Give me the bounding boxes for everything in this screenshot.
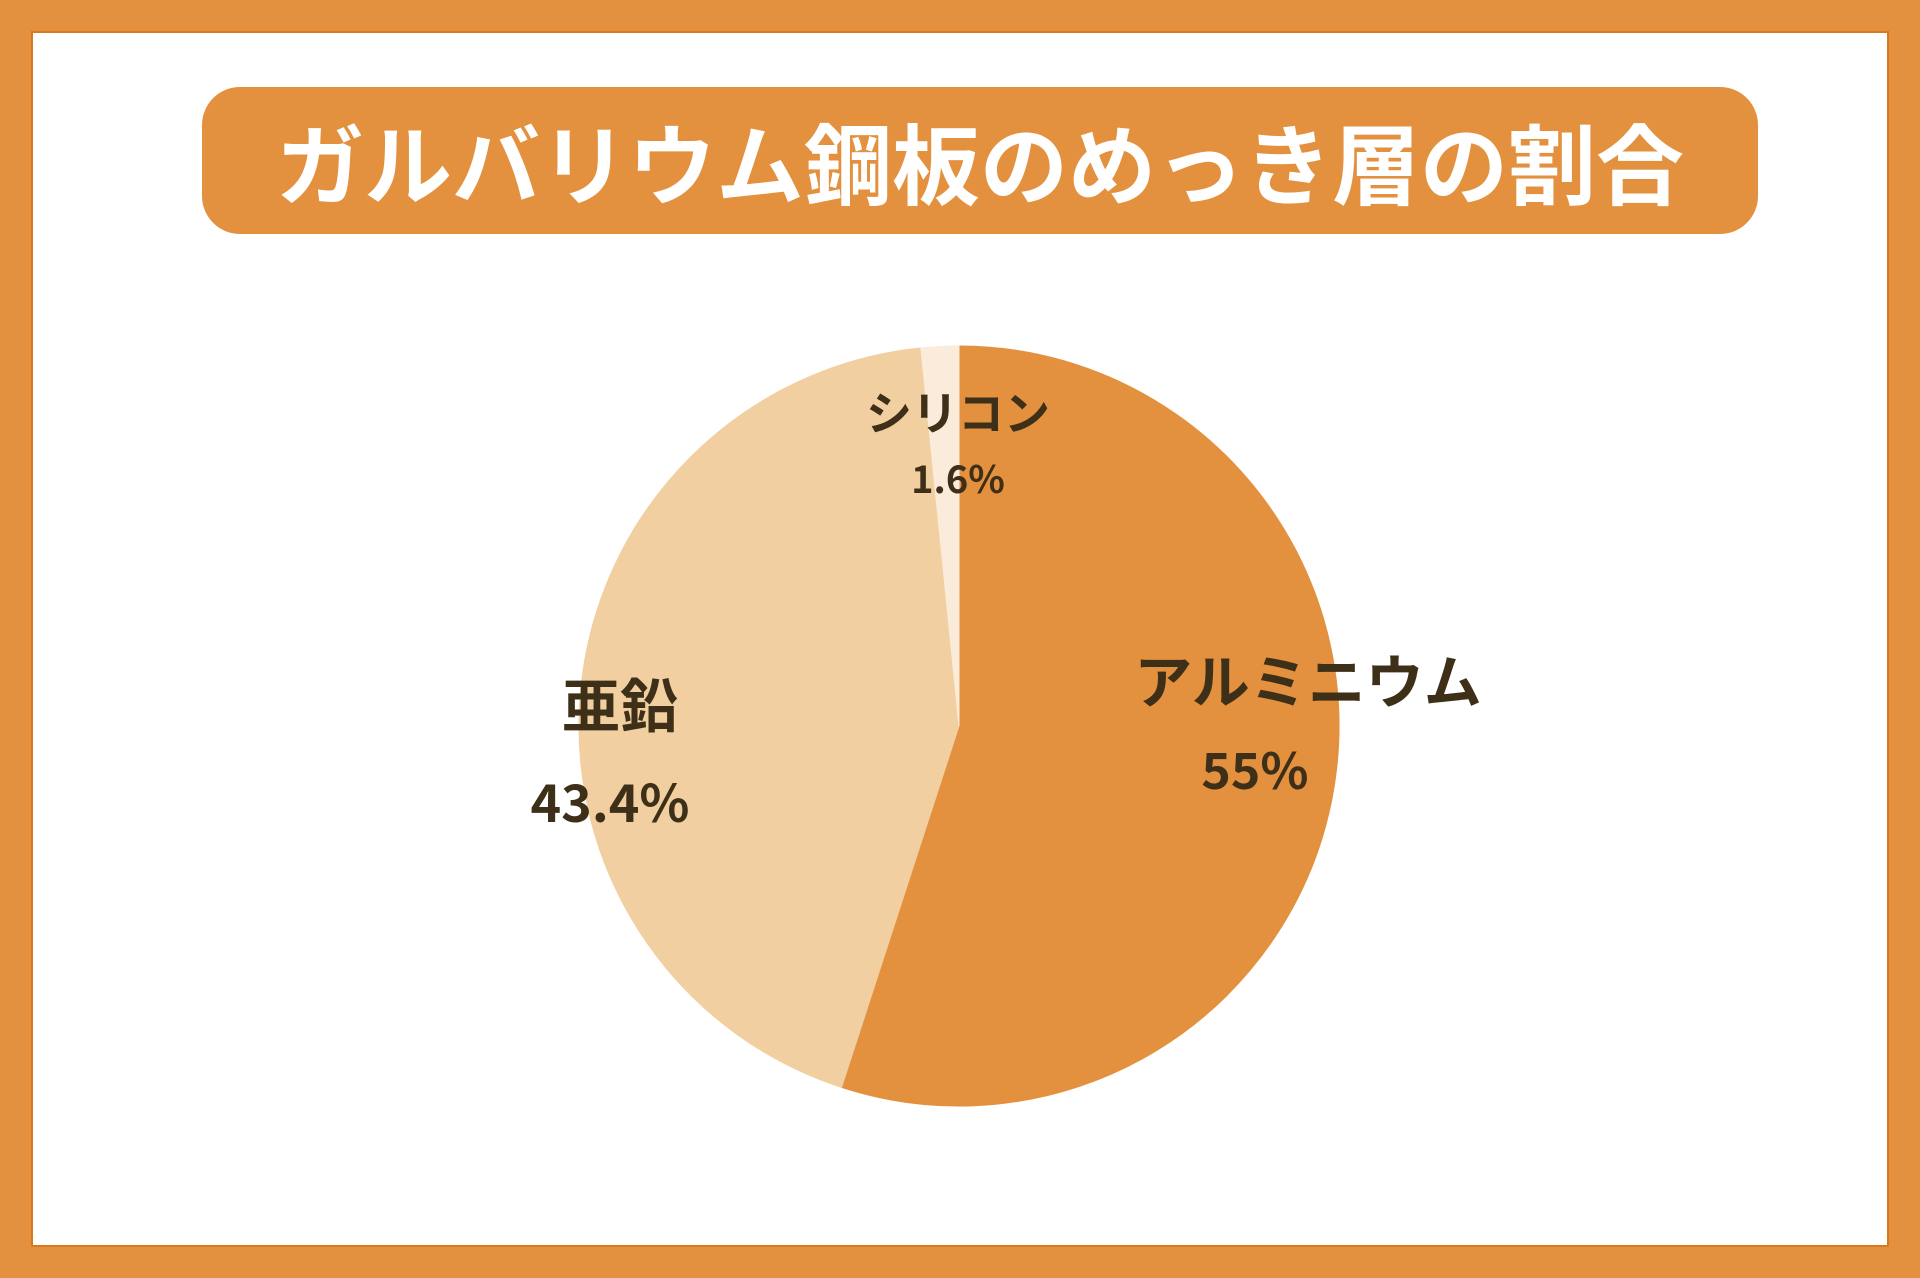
svg-text:亜鉛: 亜鉛 <box>562 660 678 744</box>
svg-text:55%: 55% <box>1201 732 1308 804</box>
svg-text:シリコン: シリコン <box>866 378 1050 444</box>
svg-text:アルミニウム: アルミニウム <box>1134 636 1481 720</box>
svg-text:43.4%: 43.4% <box>530 762 689 837</box>
svg-text:1.6%: 1.6% <box>911 449 1005 504</box>
